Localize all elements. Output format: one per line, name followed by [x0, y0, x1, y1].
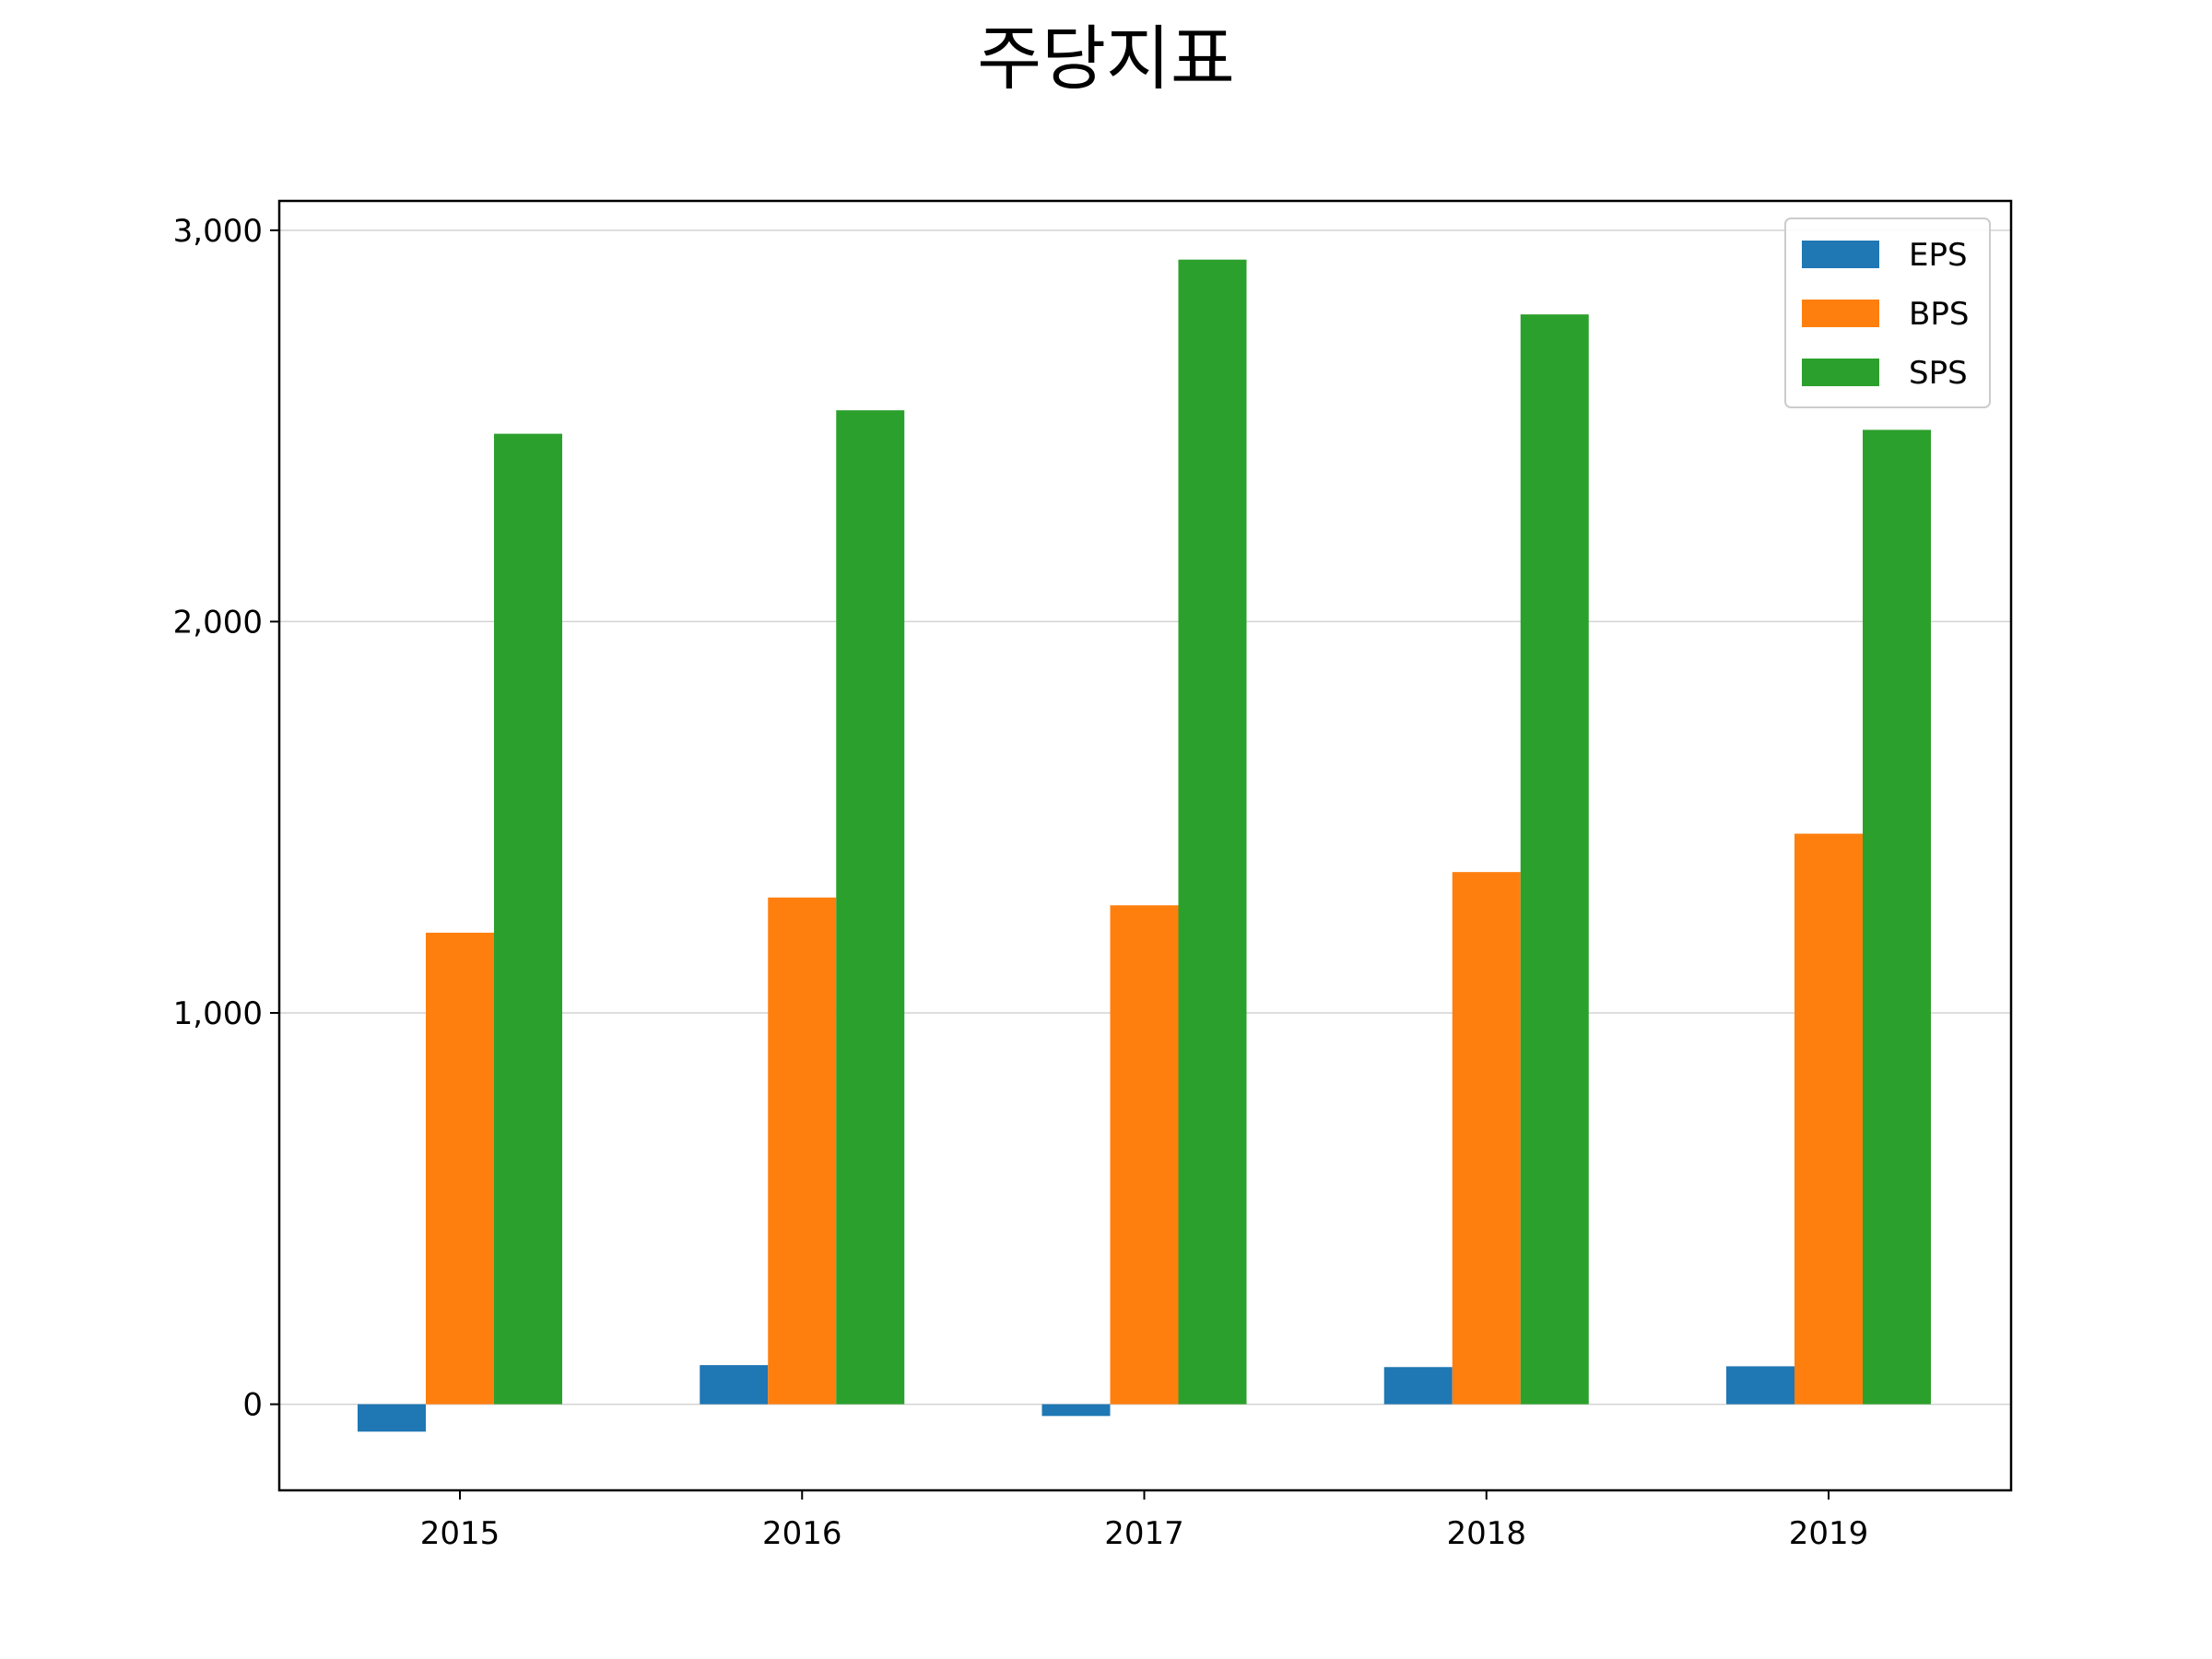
legend-swatch-bps	[1802, 300, 1879, 327]
bar-eps-2015	[358, 1404, 426, 1432]
bars	[358, 259, 1931, 1432]
y-tick-label: 1,000	[173, 995, 263, 1032]
bar-bps-2018	[1452, 872, 1521, 1405]
bar-bps-2016	[768, 897, 837, 1405]
x-tick-label: 2015	[420, 1515, 500, 1552]
bar-eps-2017	[1041, 1404, 1111, 1417]
x-tick-label: 2017	[1104, 1515, 1184, 1552]
bar-sps-2016	[836, 410, 905, 1405]
x-tick-label: 2016	[762, 1515, 842, 1552]
bar-sps-2019	[1863, 429, 1931, 1405]
legend-label-eps: EPS	[1909, 237, 1968, 274]
legend: EPS BPS SPS	[1784, 218, 1991, 408]
x-tick-label: 2018	[1446, 1515, 1526, 1552]
bar-bps-2017	[1110, 905, 1179, 1405]
legend-label-sps: SPS	[1909, 355, 1968, 392]
axes: 0 1,000 2,000 3,000 2015 2016 2017 2018 2019	[173, 213, 1869, 1552]
legend-swatch-eps	[1802, 241, 1879, 268]
bar-eps-2019	[1726, 1366, 1794, 1405]
bar-bps-2019	[1794, 833, 1863, 1405]
y-tick-label: 2,000	[173, 604, 263, 641]
x-tick-label: 2019	[1789, 1515, 1869, 1552]
y-tick-label: 0	[242, 1387, 263, 1424]
y-tick-label: 3,000	[173, 213, 263, 250]
chart-title: 주당지표	[977, 18, 1235, 100]
bar-sps-2015	[494, 433, 562, 1405]
bar-sps-2017	[1178, 259, 1247, 1405]
bar-sps-2018	[1520, 314, 1589, 1405]
legend-swatch-sps	[1802, 359, 1879, 386]
bar-bps-2015	[426, 932, 494, 1405]
bar-eps-2016	[700, 1365, 769, 1405]
bar-eps-2018	[1383, 1367, 1453, 1405]
legend-label-bps: BPS	[1909, 296, 1969, 333]
